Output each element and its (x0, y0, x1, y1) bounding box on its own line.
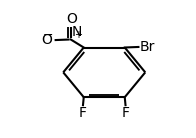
Text: O: O (42, 33, 53, 47)
Text: −: − (43, 28, 53, 41)
Text: O: O (67, 12, 77, 26)
Text: F: F (122, 106, 130, 120)
Text: +: + (74, 30, 82, 40)
Text: N: N (72, 25, 83, 39)
Text: F: F (79, 106, 87, 120)
Text: Br: Br (139, 40, 155, 54)
